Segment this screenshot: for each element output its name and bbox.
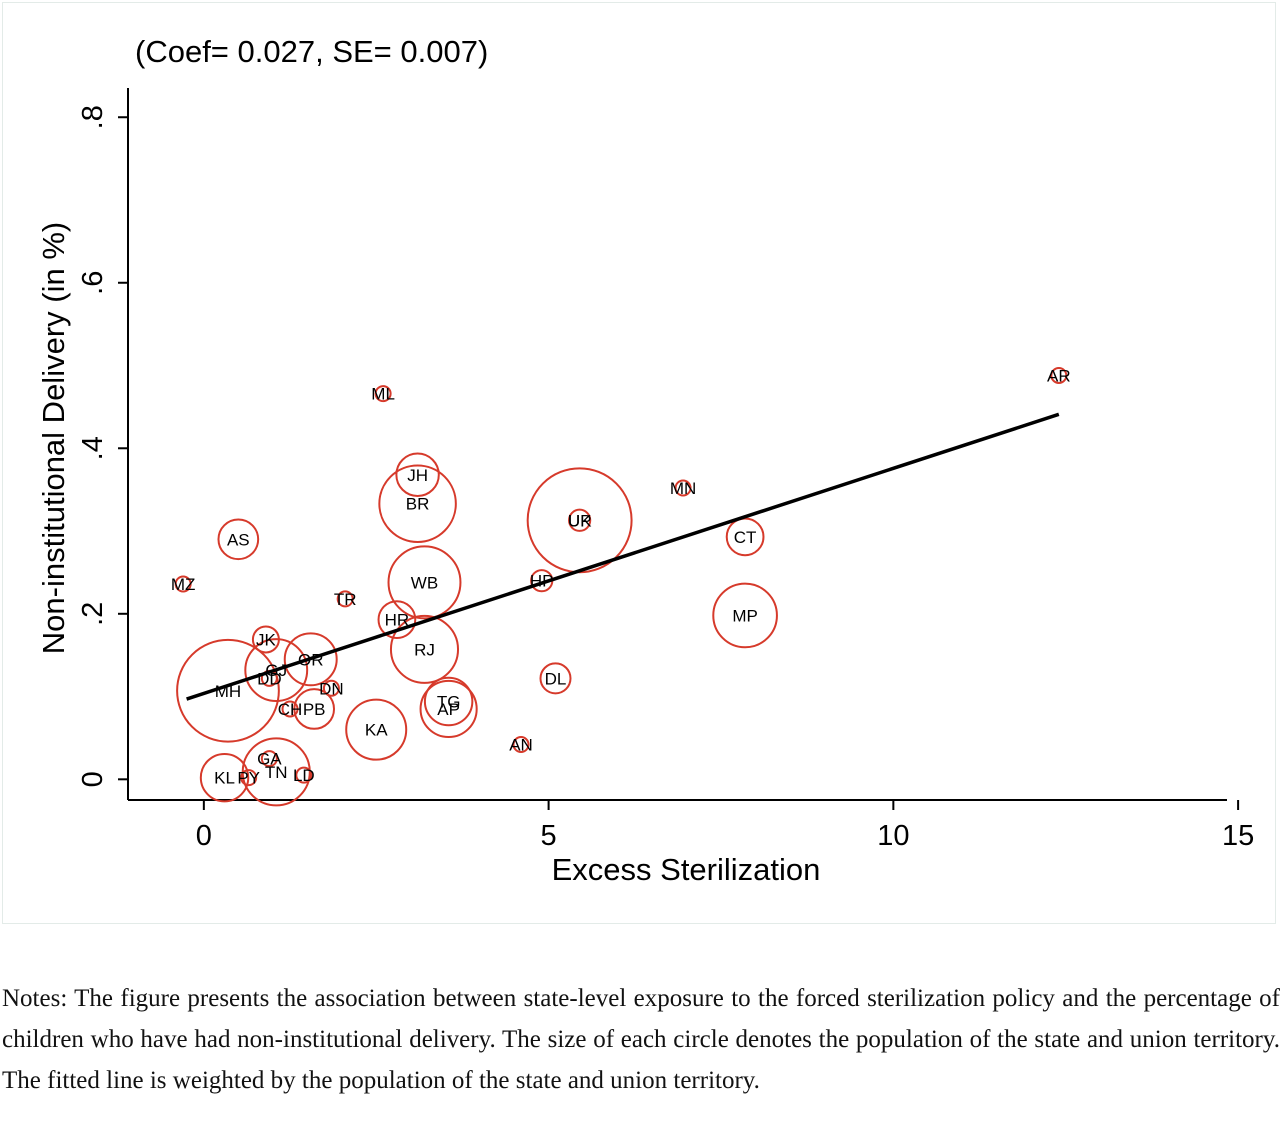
- point-label-mp: MP: [732, 606, 758, 625]
- point-label-or: OR: [298, 650, 324, 669]
- point-label-dn: DN: [319, 679, 344, 698]
- data-point-mz: [174, 575, 192, 593]
- point-label-ch: CH: [278, 700, 303, 719]
- point-label-py: PY: [237, 769, 260, 788]
- point-label-kl: KL: [214, 769, 235, 788]
- fitted-line-group: [186, 412, 1060, 701]
- data-point-ch: [281, 700, 299, 718]
- data-point-rj: [389, 614, 460, 684]
- point-label-ml: ML: [371, 385, 395, 404]
- point-label-ar: AR: [1047, 366, 1071, 385]
- scatter-chart: (Coef= 0.027, SE= 0.007) 0 5 10 15 0 .2 .4 .6.…: [36, 34, 1254, 887]
- x-tick-label: 10: [877, 820, 909, 852]
- point-label-dl: DL: [545, 669, 567, 688]
- figure-notes: Notes: The figure presents the associati…: [2, 985, 1280, 1094]
- x-tick-label: 5: [541, 820, 557, 852]
- point-label-hr: HR: [385, 611, 410, 630]
- fitted-line: [186, 412, 1060, 701]
- data-point-py: [240, 769, 258, 787]
- point-label-mn: MN: [670, 479, 696, 498]
- y-tick-label: .6: [77, 271, 109, 295]
- x-tick-label: 0: [196, 820, 212, 852]
- data-point-mn: [674, 479, 692, 497]
- point-label-hp: HP: [530, 572, 554, 591]
- data-point-or: [283, 632, 338, 687]
- data-point-jk: [251, 625, 280, 654]
- point-label-br: BR: [406, 495, 430, 514]
- data-point-ml: [374, 385, 392, 403]
- x-axis-label: Excess Sterilization: [552, 852, 821, 887]
- data-point-mp: [712, 582, 778, 649]
- data-point-an: [512, 736, 530, 754]
- y-tick-label: .2: [77, 602, 109, 626]
- data-point-ka: [345, 698, 408, 761]
- point-label-pb: PB: [303, 700, 326, 719]
- point-label-as: AS: [227, 530, 250, 549]
- point-label-ld: LD: [293, 766, 315, 785]
- point-label-mh: MH: [215, 682, 241, 701]
- y-axis-label: Non-institutional Delivery (in %): [36, 222, 71, 654]
- data-point-ap: [419, 679, 478, 739]
- point-label-mz: MZ: [171, 575, 196, 594]
- x-axis-ticks: 0 5 10 15: [196, 800, 1254, 852]
- point-label-ka: KA: [365, 721, 388, 740]
- y-axis-ticks: 0 .2 .4 .6 .8: [77, 105, 128, 787]
- data-point-ld: [295, 766, 313, 784]
- data-point-kl: [199, 752, 250, 803]
- point-label-tr: TR: [334, 590, 357, 609]
- data-point-dn: [322, 679, 340, 697]
- figure-frame: [2, 2, 1276, 924]
- point-label-gj: GJ: [265, 661, 287, 680]
- data-point-gj: [244, 638, 309, 702]
- data-point-dl: [539, 662, 572, 695]
- data-point-br: [378, 464, 457, 543]
- point-label-tn: TN: [265, 763, 288, 782]
- point-label-an: AN: [509, 736, 533, 755]
- point-label-rj: RJ: [414, 640, 435, 659]
- data-point-wb: [387, 545, 462, 620]
- point-label-ap: AP: [437, 700, 460, 719]
- point-label-uk: UK: [568, 511, 592, 530]
- y-tick-label: .8: [77, 105, 109, 129]
- point-label-dd: DD: [257, 669, 282, 688]
- data-point-as: [217, 518, 260, 561]
- point-label-jk: JK: [256, 630, 277, 649]
- data-point-ar: [1050, 366, 1068, 384]
- data-points: [174, 366, 1068, 807]
- point-label-wb: WB: [411, 573, 438, 592]
- point-label-ct: CT: [734, 528, 757, 547]
- point-label-ga: GA: [257, 750, 282, 769]
- point-label-up: UP: [568, 511, 592, 530]
- data-point-tr: [336, 590, 354, 608]
- data-point-hr: [377, 600, 417, 639]
- data-point-uk: [568, 508, 592, 532]
- data-point-jh: [395, 452, 440, 497]
- axes: [127, 88, 1227, 801]
- y-tick-label: .4: [77, 436, 109, 460]
- data-point-ga: [260, 750, 278, 768]
- y-tick-label: 0: [77, 771, 109, 787]
- data-point-mh: [176, 638, 280, 743]
- point-label-tg: TG: [437, 693, 461, 712]
- x-tick-label: 15: [1222, 820, 1254, 852]
- chart-title: (Coef= 0.027, SE= 0.007): [135, 34, 488, 69]
- point-label-jh: JH: [407, 466, 428, 485]
- data-point-tg: [423, 676, 474, 727]
- data-point-pb: [293, 688, 336, 730]
